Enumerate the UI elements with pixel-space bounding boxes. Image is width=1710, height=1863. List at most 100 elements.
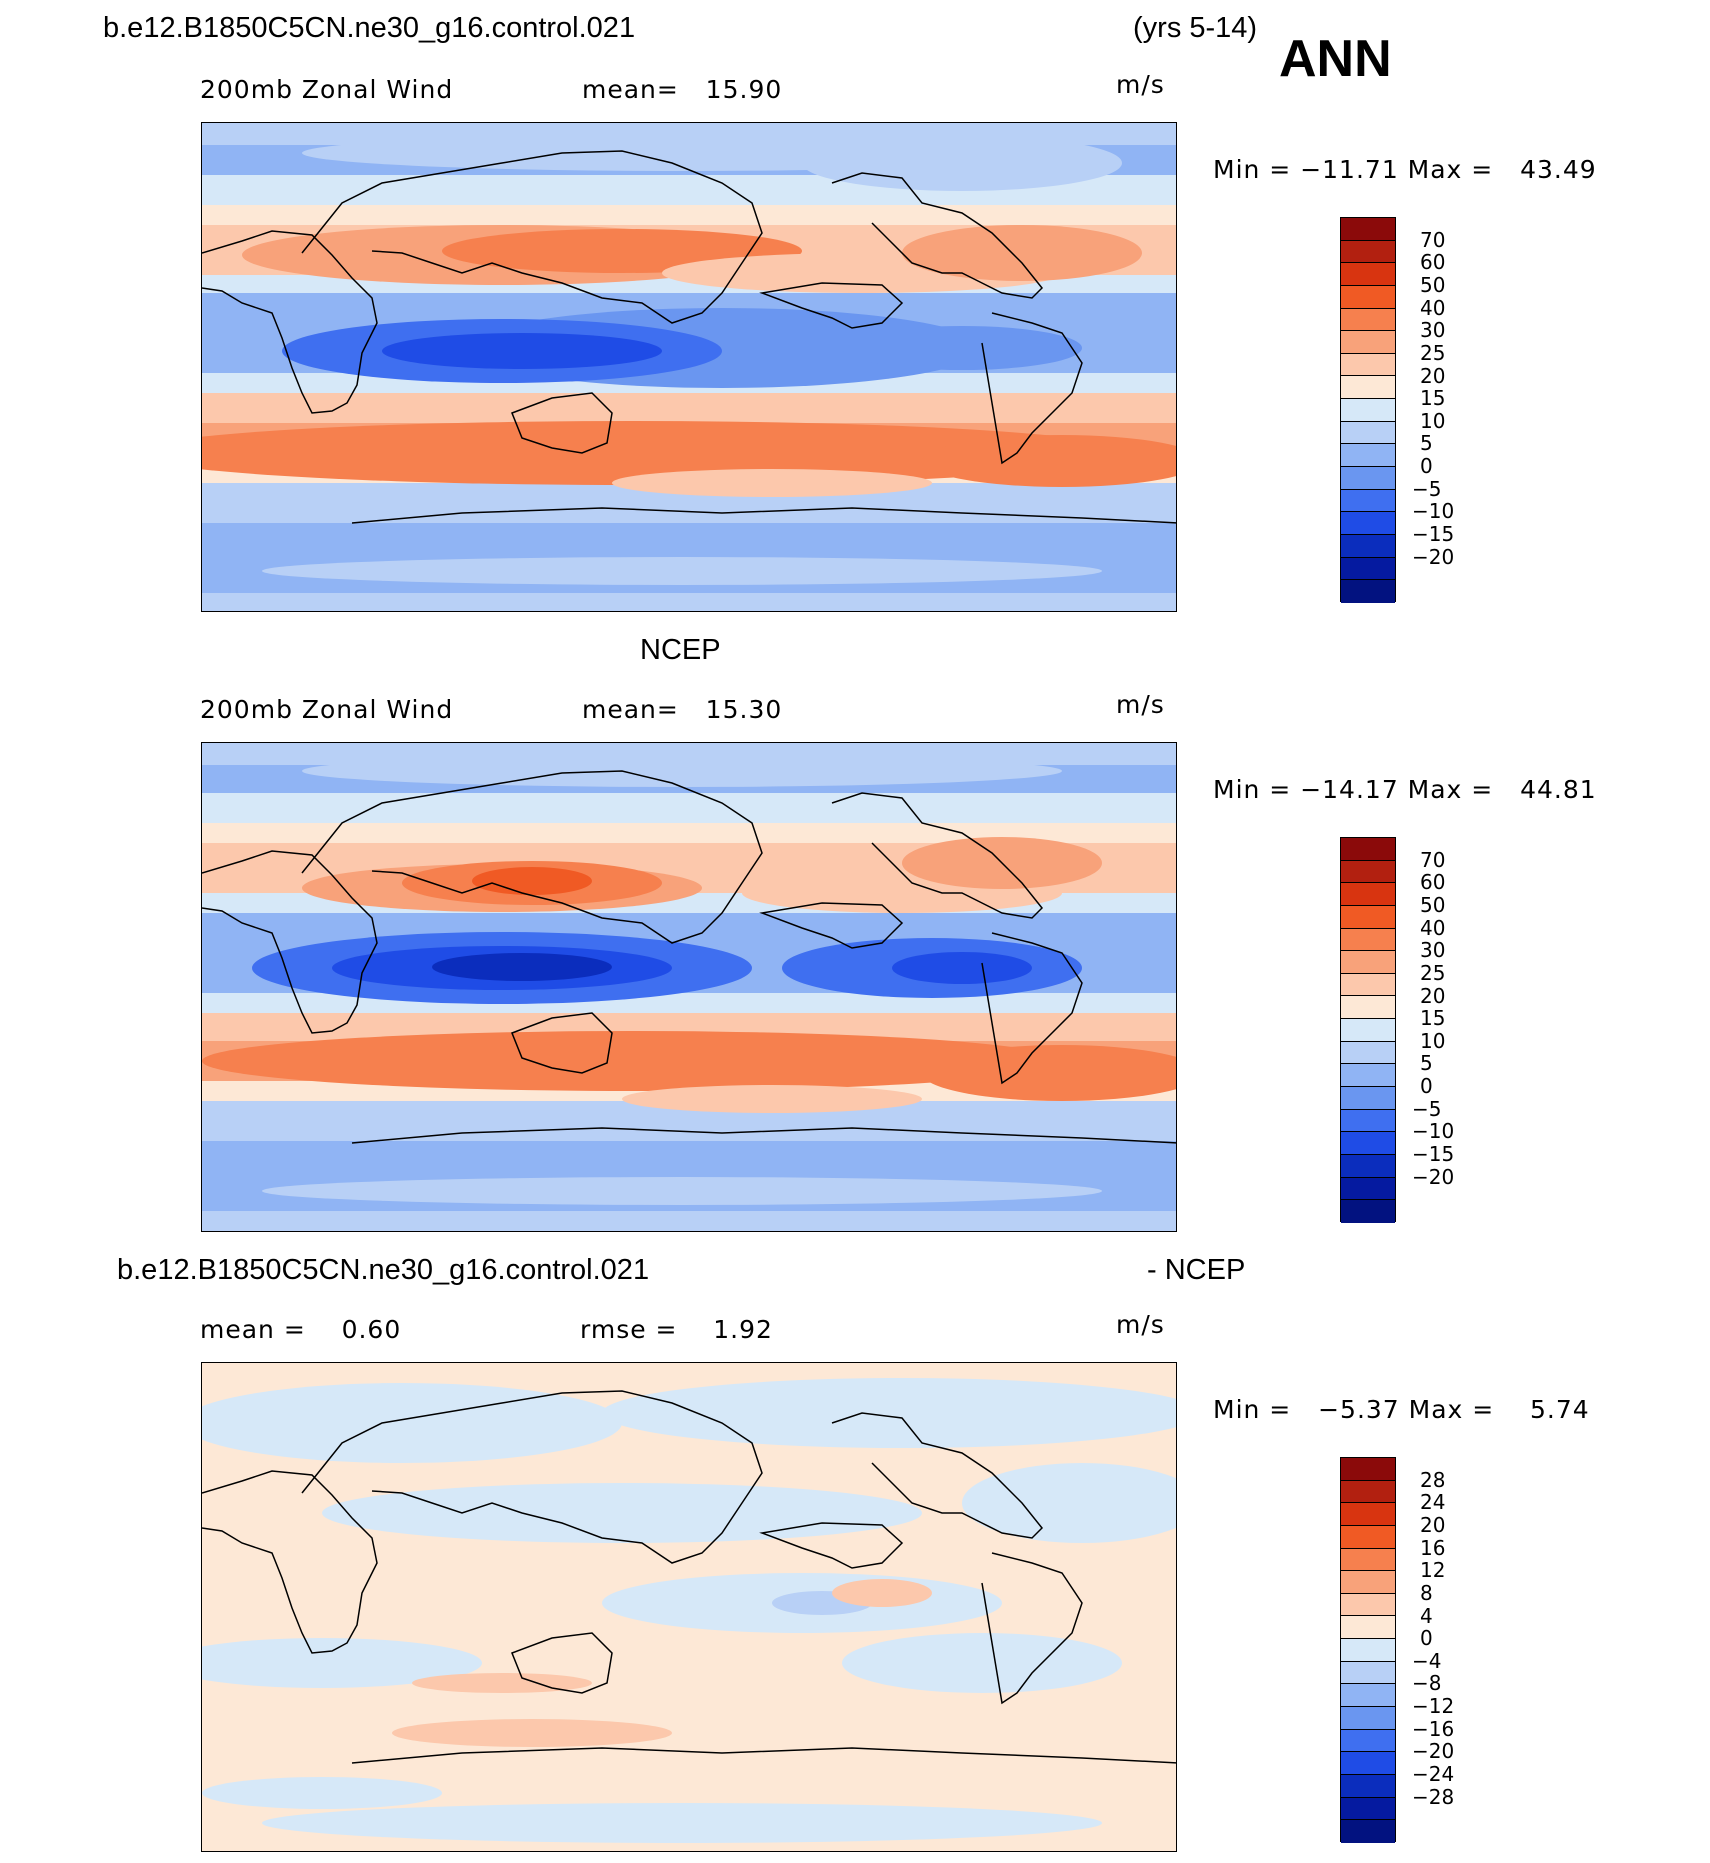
panel2-coastlines	[202, 770, 1176, 1144]
colorbar-tick-label: 24	[1420, 1490, 1446, 1515]
panel2-contour-blobs	[202, 755, 1176, 1205]
panel1-variable-label: 200mb Zonal Wind	[200, 75, 454, 104]
panel3-colorbar-swatch	[1341, 1707, 1395, 1730]
colorbar-tick-label: −16	[1412, 1716, 1455, 1741]
colorbar-tick-label: 0	[1420, 1626, 1433, 1651]
colorbar-tick-label: 40	[1420, 295, 1446, 320]
panel1-colorbar-swatch	[1341, 353, 1395, 377]
panel2-colorbar-swatch	[1341, 973, 1395, 997]
panel2-colorbar-swatch	[1341, 951, 1395, 974]
panel3-colorbar-swatch	[1341, 1774, 1395, 1798]
panel3-mean-label: mean = 0.60	[200, 1315, 402, 1344]
colorbar-tick-label: 0	[1420, 1074, 1433, 1099]
panel3-section-title: b.e12.B1850C5CN.ne30_g16.control.021	[117, 1254, 650, 1286]
panel3-colorbar-swatch	[1341, 1797, 1395, 1821]
colorbar-tick-label: 10	[1420, 408, 1446, 433]
panel1-contour-field	[202, 123, 1176, 611]
panel3-colorbar-swatch	[1341, 1639, 1395, 1662]
panel2-colorbar-swatch	[1341, 1154, 1395, 1178]
colorbar-tick-label: 8	[1420, 1580, 1433, 1605]
colorbar-tick-label: 50	[1420, 272, 1446, 297]
panel3-colorbar-swatch	[1341, 1548, 1395, 1572]
colorbar-tick-label: 40	[1420, 915, 1446, 940]
panel3-colorbar-swatch	[1341, 1752, 1395, 1775]
colorbar-tick-label: 30	[1420, 938, 1446, 963]
colorbar-tick-label: 70	[1420, 847, 1446, 872]
panel1-colorbar-swatch	[1341, 444, 1395, 468]
colorbar-tick-label: −20	[1412, 1164, 1455, 1189]
colorbar-tick-label: 4	[1420, 1603, 1433, 1628]
panel1-colorbar-swatch	[1341, 376, 1395, 400]
panel3-colorbar-swatch	[1341, 1571, 1395, 1594]
colorbar-tick-label: −5	[1412, 1096, 1442, 1121]
colorbar-tick-label: 10	[1420, 1028, 1446, 1053]
colorbar-tick-label: 20	[1420, 363, 1446, 388]
panel3-min-max: Min = −5.37 Max = 5.74	[1213, 1395, 1590, 1424]
panel3-contour-field	[202, 1363, 1176, 1851]
panel1-colorbar-swatch	[1341, 580, 1395, 603]
panel3-section-title-suffix: - NCEP	[1147, 1254, 1246, 1286]
panel2-colorbar	[1340, 837, 1396, 1223]
panel3-colorbar-swatch	[1341, 1503, 1395, 1526]
colorbar-tick-label: 5	[1420, 1051, 1433, 1076]
panel2-min-max: Min = −14.17 Max = 44.81	[1213, 775, 1597, 804]
colorbar-tick-label: −5	[1412, 476, 1442, 501]
panel2-map	[201, 742, 1177, 1232]
colorbar-tick-label: 25	[1420, 340, 1446, 365]
panel2-contour-field	[202, 743, 1176, 1231]
colorbar-tick-label: −4	[1412, 1648, 1442, 1673]
panel1-units: m/s	[1116, 70, 1165, 99]
panel2-colorbar-swatch	[1341, 860, 1395, 884]
panel2-colorbar-swatch	[1341, 1019, 1395, 1042]
panel3-rmse-label: rmse = 1.92	[580, 1315, 773, 1344]
panel1-colorbar-swatch	[1341, 240, 1395, 264]
panel2-colorbar-swatch	[1341, 1087, 1395, 1110]
panel1-min-max: Min = −11.71 Max = 43.49	[1213, 155, 1597, 184]
panel3-colorbar-swatch	[1341, 1480, 1395, 1504]
panel3-colorbar	[1340, 1457, 1396, 1843]
panel3-coastlines	[202, 1390, 1176, 1764]
panel2-colorbar-swatch	[1341, 838, 1395, 861]
panel3-colorbar-swatch	[1341, 1525, 1395, 1549]
panel1-map	[201, 122, 1177, 612]
colorbar-tick-label: 16	[1420, 1535, 1446, 1560]
panel2-colorbar-swatch	[1341, 1200, 1395, 1223]
colorbar-tick-label: 0	[1420, 454, 1433, 479]
panel1-colorbar-swatch	[1341, 285, 1395, 309]
panel2-colorbar-swatch	[1341, 1109, 1395, 1133]
panel1-colorbar-swatch	[1341, 263, 1395, 286]
panel1-colorbar-swatch	[1341, 399, 1395, 422]
season-label: ANN	[1279, 30, 1392, 88]
colorbar-tick-label: −8	[1412, 1671, 1442, 1696]
case-title: b.e12.B1850C5CN.ne30_g16.control.021	[103, 12, 636, 44]
colorbar-tick-label: −15	[1412, 522, 1455, 547]
panel3-units: m/s	[1116, 1310, 1165, 1339]
panel2-colorbar-swatch	[1341, 1132, 1395, 1155]
colorbar-tick-label: −10	[1412, 1119, 1455, 1144]
panel1-colorbar-swatch	[1341, 218, 1395, 241]
colorbar-tick-label: 28	[1420, 1467, 1446, 1492]
panel1-colorbar-swatch	[1341, 489, 1395, 513]
colorbar-tick-label: 5	[1420, 431, 1433, 456]
panel3-colorbar-swatch	[1341, 1661, 1395, 1685]
colorbar-tick-label: −28	[1412, 1784, 1455, 1809]
panel1-colorbar-swatch	[1341, 331, 1395, 354]
colorbar-tick-label: 30	[1420, 318, 1446, 343]
panel2-section-title: NCEP	[640, 634, 721, 666]
panel1-colorbar-swatch	[1341, 534, 1395, 558]
panel1-mean-label: mean= 15.90	[582, 75, 783, 104]
colorbar-tick-label: 15	[1420, 1006, 1446, 1031]
panel2-colorbar-swatch	[1341, 883, 1395, 906]
panel3-contour-blobs	[202, 1378, 1176, 1843]
panel3-colorbar-swatch	[1341, 1616, 1395, 1640]
panel3-colorbar-swatch	[1341, 1729, 1395, 1753]
panel3-colorbar-swatch	[1341, 1820, 1395, 1843]
panel1-colorbar	[1340, 217, 1396, 603]
colorbar-tick-label: −24	[1412, 1762, 1455, 1787]
panel3-colorbar-swatch	[1341, 1684, 1395, 1708]
panel1-colorbar-swatch	[1341, 421, 1395, 445]
panel2-colorbar-swatch	[1341, 1064, 1395, 1088]
panel1-coastlines	[202, 150, 1176, 524]
colorbar-tick-label: −20	[1412, 1739, 1455, 1764]
panel2-colorbar-swatch	[1341, 996, 1395, 1020]
